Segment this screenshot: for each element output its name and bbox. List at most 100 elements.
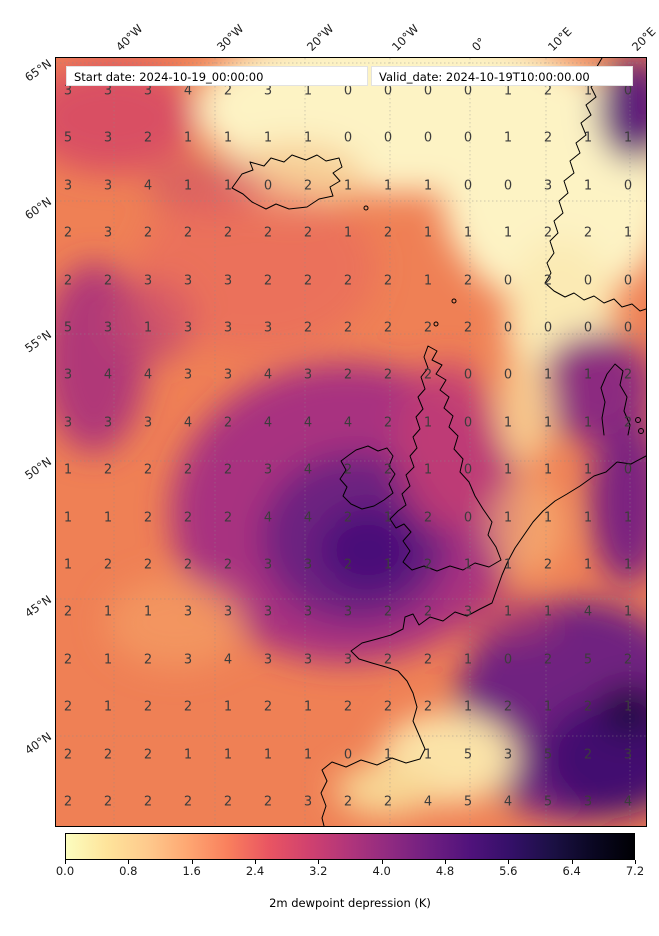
grid-value: 3 — [63, 83, 73, 99]
grid-value: 0 — [463, 415, 473, 431]
grid-value: 3 — [263, 557, 273, 573]
grid-value: 4 — [183, 415, 193, 431]
colorbar-tickmark — [128, 860, 130, 864]
start-date-box: Start date: 2024-10-19_00:00:00 — [66, 66, 368, 86]
grid-value: 1 — [623, 699, 633, 715]
grid-value: 2 — [543, 652, 553, 668]
grid-value: 1 — [623, 510, 633, 526]
grid-value: 4 — [343, 415, 353, 431]
coastlines — [231, 58, 646, 826]
grid-value: 0 — [583, 273, 593, 289]
grid-value: 1 — [583, 462, 593, 478]
grid-value: 3 — [103, 178, 113, 194]
grid-value: 1 — [503, 415, 513, 431]
grid-value: 3 — [223, 320, 233, 336]
colorbar-tickmark — [255, 860, 256, 864]
grid-value: 4 — [583, 604, 593, 620]
grid-value: 2 — [383, 273, 393, 289]
grid-value: 2 — [423, 510, 433, 526]
grid-value: 2 — [63, 794, 73, 810]
grid-value: 3 — [183, 604, 193, 620]
island-funen — [638, 428, 644, 434]
grid-value: 1 — [583, 557, 593, 573]
coast-iceland — [231, 154, 343, 210]
grid-value: 1 — [623, 557, 633, 573]
grid-value: 2 — [143, 557, 153, 573]
grid-value: 1 — [423, 178, 433, 194]
grid-values-overlay: 3 3 3 4 2 3 1 0 0 0 0 1 2 1 0 5 3 2 1 1 1 1 0 0 0 0 1 2 1 1 3 3 4 1 1 0 2 1 1 1… — [56, 58, 646, 826]
grid-value: 2 — [263, 794, 273, 810]
grid-value: 2 — [383, 320, 393, 336]
grid-value: 2 — [343, 557, 353, 573]
dewpoint-field-map — [56, 58, 646, 826]
colorbar-tick-label: 1.6 — [182, 864, 201, 878]
grid-value: 2 — [543, 273, 553, 289]
grid-value: 2 — [623, 367, 633, 383]
lat-tick-label: 40°N — [22, 729, 55, 758]
grid-value: 1 — [63, 462, 73, 478]
grid-value: 1 — [263, 747, 273, 763]
grid-value: 2 — [463, 273, 473, 289]
grid-value: 3 — [63, 415, 73, 431]
grid-value: 3 — [183, 367, 193, 383]
grid-value: 1 — [503, 604, 513, 620]
island-faroe — [363, 205, 369, 211]
colorbar-tickmark — [508, 860, 510, 864]
grid-value: 3 — [183, 320, 193, 336]
grid-value: 2 — [383, 794, 393, 810]
grid-value: 0 — [263, 178, 273, 194]
grid-value: 2 — [263, 699, 273, 715]
grid-value: 1 — [503, 83, 513, 99]
grid-value: 2 — [223, 557, 233, 573]
grid-value: 3 — [223, 273, 233, 289]
grid-value: 0 — [383, 83, 393, 99]
lon-tick-label: 20°W — [304, 21, 337, 54]
grid-value: 0 — [343, 747, 353, 763]
lat-tick-label: 65°N — [22, 56, 55, 85]
grid-value: 2 — [543, 557, 553, 573]
lon-tick-label: 20°E — [629, 24, 659, 54]
grid-value: 0 — [503, 367, 513, 383]
grid-value: 2 — [623, 415, 633, 431]
grid-value: 5 — [583, 652, 593, 668]
grid-value: 5 — [543, 747, 553, 763]
grid-value: 2 — [143, 794, 153, 810]
grid-value: 1 — [143, 320, 153, 336]
grid-value: 0 — [623, 83, 633, 99]
grid-value: 1 — [583, 130, 593, 146]
grid-value: 3 — [143, 273, 153, 289]
grid-value: 2 — [303, 225, 313, 241]
grid-value: 1 — [103, 699, 113, 715]
grid-value: 3 — [463, 604, 473, 620]
grid-value: 1 — [463, 225, 473, 241]
grid-value: 1 — [583, 83, 593, 99]
grid-value: 0 — [623, 178, 633, 194]
grid-value: 3 — [263, 83, 273, 99]
grid-value: 0 — [583, 320, 593, 336]
map-plot: Start date: 2024-10-19_00:00:00 Valid_da… — [55, 57, 647, 827]
colorbar-tickmark — [571, 860, 573, 864]
grid-value: 2 — [223, 415, 233, 431]
field-blobs — [56, 58, 646, 820]
grid-value: 1 — [543, 415, 553, 431]
grid-value: 2 — [183, 510, 193, 526]
grid-value: 3 — [183, 273, 193, 289]
grid-value: 1 — [543, 462, 553, 478]
grid-value: 1 — [183, 130, 193, 146]
grid-value: 2 — [583, 747, 593, 763]
grid-value: 1 — [423, 462, 433, 478]
grid-value: 2 — [63, 225, 73, 241]
lon-tick-label: 10°E — [545, 24, 575, 54]
grid-value: 3 — [343, 652, 353, 668]
grid-value: 2 — [423, 652, 433, 668]
grid-value: 3 — [263, 320, 273, 336]
grid-value: 1 — [383, 557, 393, 573]
grid-value: 2 — [63, 604, 73, 620]
grid-value: 3 — [543, 178, 553, 194]
colorbar-tickmark — [445, 860, 446, 864]
grid-value: 2 — [303, 178, 313, 194]
colorbar-label: 2m dewpoint depression (K) — [269, 896, 431, 910]
valid-date-box: Valid_date: 2024-10-19T10:00:00.00 — [371, 66, 633, 86]
grid-value: 3 — [303, 652, 313, 668]
